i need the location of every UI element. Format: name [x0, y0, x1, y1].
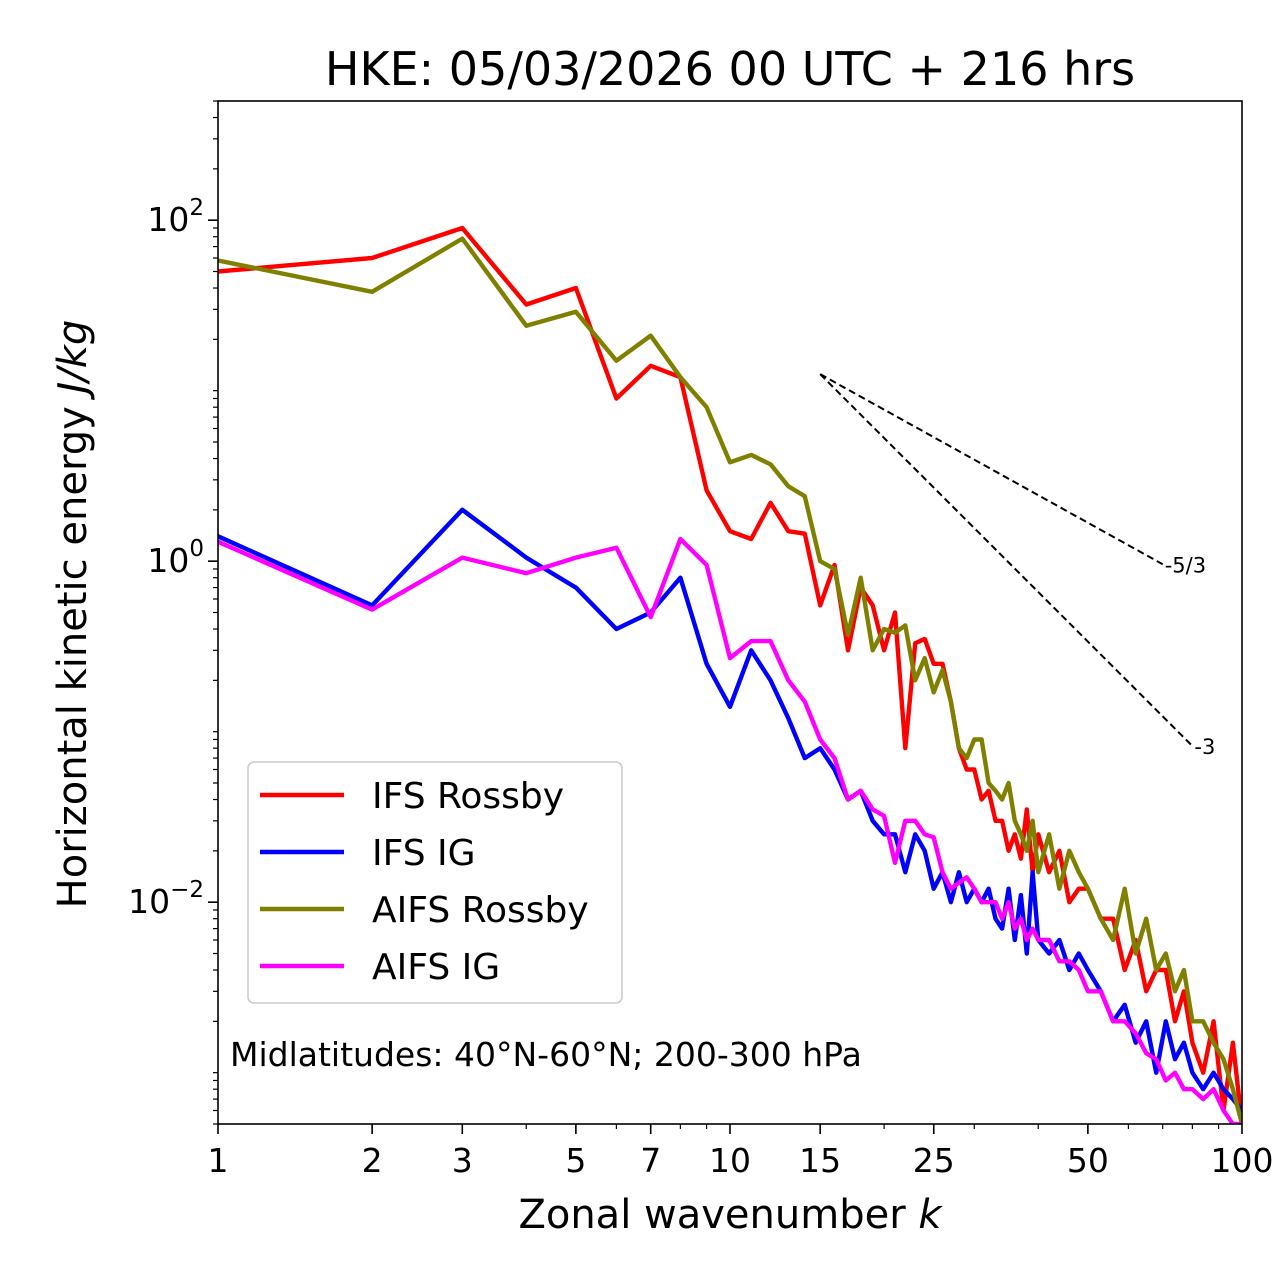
x-axis-label-text: Zonal wavenumber — [518, 1192, 906, 1238]
x-tick-label: 3 — [452, 1141, 473, 1180]
y-tick-label-exponent: 2 — [189, 195, 204, 221]
series-line-aifs-ig — [218, 536, 1242, 1124]
series-group — [218, 225, 1242, 1124]
y-tick-label-base: 10 — [128, 882, 170, 921]
legend-label: AIFS IG — [372, 947, 500, 988]
legend-label: IFS IG — [372, 833, 476, 874]
y-tick-label-base: 10 — [147, 541, 189, 580]
y-tick-label: 102 — [147, 195, 204, 239]
y-axis-label: Horizontal kinetic energy J/kg — [50, 320, 96, 909]
x-tick-label: 1 — [208, 1141, 229, 1180]
series-line-aifs-rossby — [218, 236, 1242, 1124]
x-tick-label: 2 — [362, 1141, 383, 1180]
legend-box — [247, 761, 623, 1004]
legend: IFS Rossby IFS IG AIFS Rossby AIFS IG — [247, 761, 623, 1004]
y-axis-label-text: Horizontal kinetic energy — [50, 406, 96, 908]
legend-label: AIFS Rossby — [372, 890, 589, 931]
y-axis-label-units: J/kg — [50, 320, 96, 401]
legend-label: IFS Rossby — [372, 776, 564, 817]
y-tick-label: 10−2 — [128, 877, 204, 921]
x-tick-label: 5 — [565, 1141, 586, 1180]
x-axis-label-var: k — [918, 1192, 943, 1238]
x-tick-label: 15 — [799, 1141, 841, 1180]
axis-ticks — [208, 100, 1243, 1134]
reference-line-label: -5/3 — [1165, 553, 1206, 577]
x-tick-labels: 1 2 3 5 7 10 15 25 50 100 — [208, 1141, 1274, 1180]
x-tick-label: 100 — [1211, 1141, 1274, 1180]
y-tick-label-exponent: 0 — [189, 536, 204, 562]
x-tick-label: 7 — [640, 1141, 661, 1180]
x-tick-label: 10 — [709, 1141, 751, 1180]
y-tick-label: 100 — [147, 536, 204, 580]
x-axis-label: Zonal wavenumber k — [518, 1192, 943, 1238]
x-tick-label: 25 — [913, 1141, 955, 1180]
x-tick-label: 50 — [1067, 1141, 1109, 1180]
reference-line-label: -3 — [1194, 735, 1215, 759]
reference-lines: -5/3 -3 — [819, 373, 1215, 759]
y-tick-label-exponent: −2 — [170, 877, 204, 903]
y-tick-label-base: 10 — [147, 200, 189, 239]
chart-title: HKE: 05/03/2026 00 UTC + 216 hrs — [325, 42, 1135, 96]
series-line-ifs-rossby — [218, 225, 1242, 1124]
plot-frame — [217, 100, 1243, 1125]
region-annotation: Midlatitudes: 40°N-60°N; 200-300 hPa — [230, 1035, 862, 1074]
